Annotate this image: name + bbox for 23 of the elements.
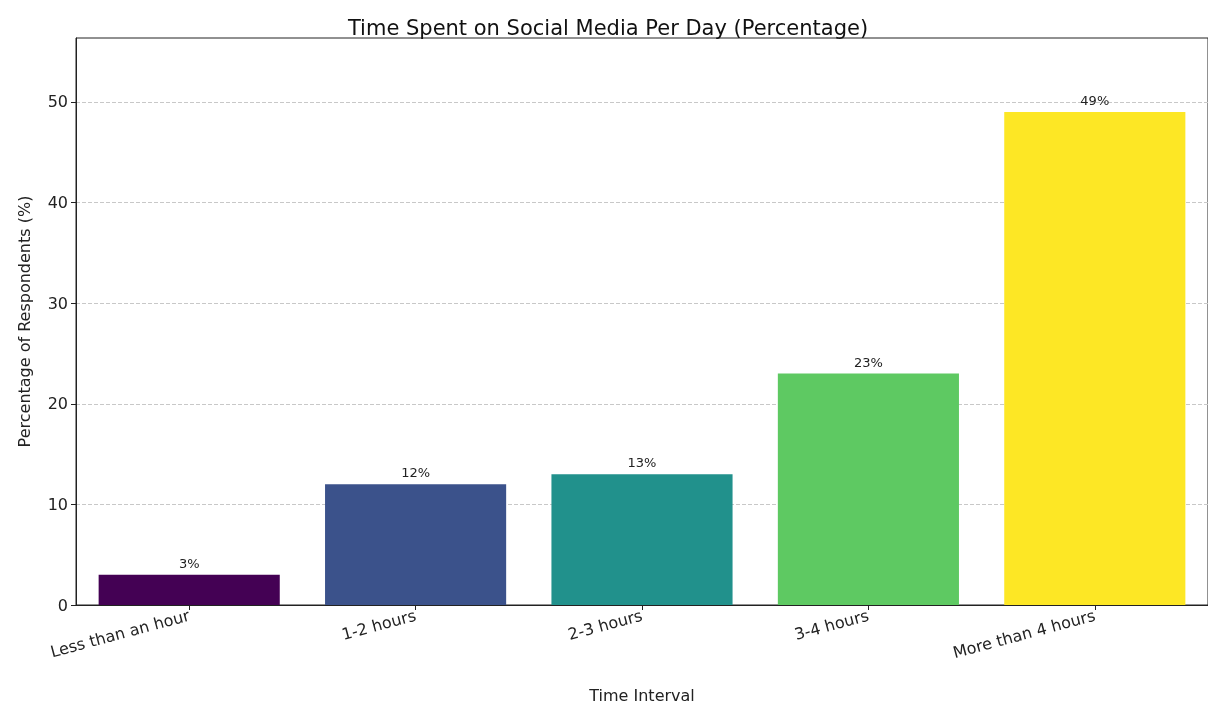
y-tick-label: 20: [47, 394, 68, 414]
y-tick-label: 30: [47, 293, 68, 313]
bar: [98, 574, 280, 605]
data-label: 12%: [401, 465, 431, 481]
y-tick-label: 0: [57, 595, 68, 615]
x-tick-label: More than 4 hours: [950, 605, 1098, 663]
x-tick-label: 1-2 hours: [339, 605, 419, 644]
y-axis-title: Percentage of Respondents (%): [14, 195, 34, 448]
y-tick-label: 40: [47, 193, 68, 213]
bar: [325, 484, 507, 605]
data-label: 23%: [853, 354, 883, 370]
x-tick-label: 3-4 hours: [792, 605, 871, 644]
chart-title: Time Spent on Social Media Per Day (Percentage): [346, 15, 869, 40]
bar: [1004, 111, 1186, 605]
y-tick-label: 50: [47, 92, 68, 112]
data-label: 3%: [178, 555, 200, 571]
bar: [777, 373, 959, 605]
data-label: 49%: [1080, 92, 1110, 108]
y-tick-label: 10: [47, 494, 68, 514]
x-axis-title: Time Interval: [588, 685, 695, 705]
x-tick-label: 2-3 hours: [565, 605, 645, 644]
bar: [551, 474, 733, 605]
data-label: 13%: [627, 455, 657, 471]
